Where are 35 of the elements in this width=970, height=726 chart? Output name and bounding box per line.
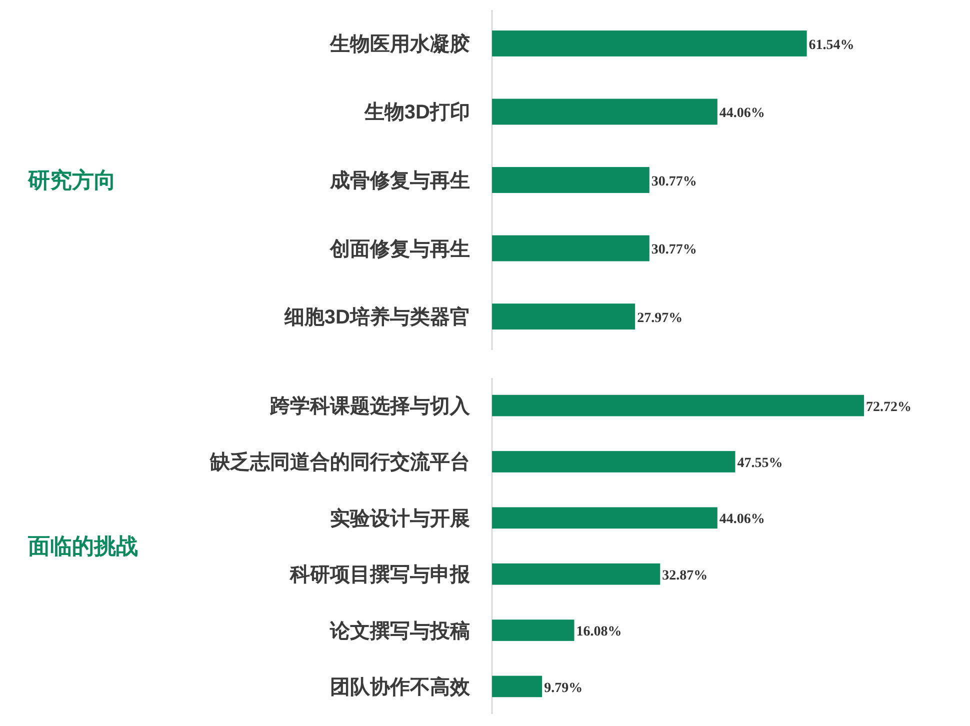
data-label: 32.87%: [662, 568, 708, 584]
bar: [492, 30, 807, 56]
y-axis-title: 面临的挑战: [27, 534, 138, 559]
data-label: 61.54%: [808, 38, 854, 53]
y-tick-label: 创面修复与再生: [329, 238, 470, 260]
data-label: 44.06%: [719, 512, 765, 528]
bar: [492, 394, 864, 416]
y-tick-label: 团队协作不高效: [330, 675, 471, 698]
y-tick-label: 生物医用水凝胶: [329, 32, 470, 56]
bar: [492, 167, 650, 193]
data-label: 27.97%: [637, 310, 683, 326]
y-tick-label: 细胞3D培养与类器官: [283, 306, 470, 329]
y-tick-label: 生物3D打印: [363, 100, 470, 124]
y-tick-label: 跨学科课题选择与切入: [269, 394, 471, 418]
bar: [492, 304, 636, 330]
y-tick-label: 成骨修复与再生: [329, 170, 470, 192]
data-label: 30.77%: [651, 174, 697, 190]
data-label: 72.72%: [866, 400, 912, 415]
y-axis-title: 研究方向: [27, 168, 116, 193]
data-label: 47.55%: [737, 456, 783, 472]
bar: [492, 235, 650, 262]
data-label: 16.08%: [576, 624, 622, 640]
bar: [492, 563, 660, 585]
bar: [492, 98, 718, 125]
bar: [492, 451, 736, 472]
y-tick-label: 实验设计与开展: [330, 506, 470, 530]
bar: [492, 620, 574, 641]
y-tick-label: 论文撰写与投稿: [329, 619, 470, 642]
data-label: 30.77%: [651, 242, 697, 258]
y-tick-label: 缺乏志同道合的同行交流平台: [209, 450, 470, 474]
bar: [492, 507, 718, 529]
bar: [492, 676, 542, 698]
data-label: 9.79%: [544, 680, 583, 696]
data-label: 44.06%: [719, 106, 765, 122]
y-tick-label: 科研项目撰写与申报: [289, 564, 471, 586]
